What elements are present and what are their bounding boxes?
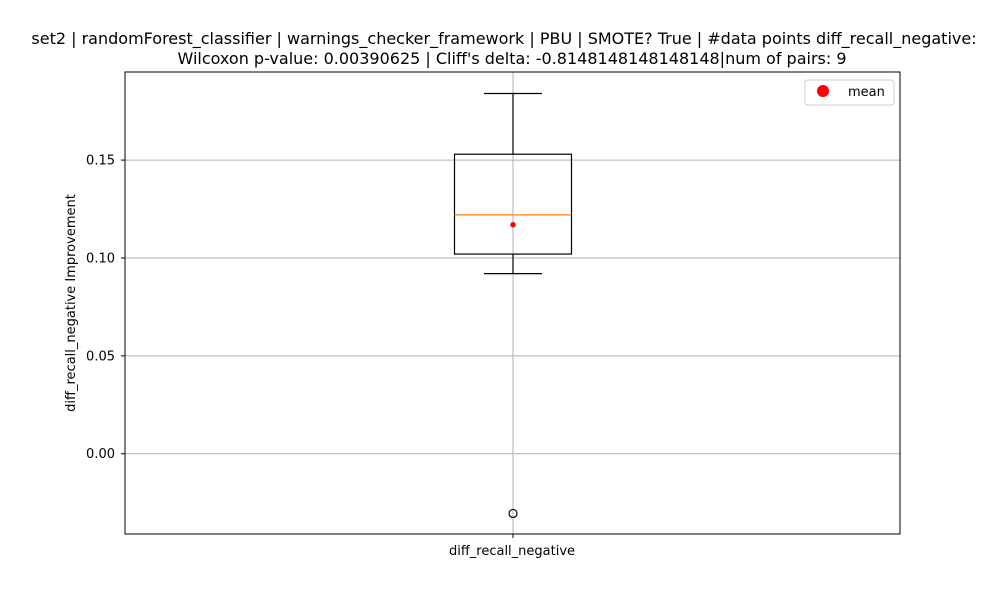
plot-area [453, 92, 573, 519]
axis-ticks: 0.00 0.05 0.10 0.15 diff_recall_negative [86, 154, 575, 559]
outlier-point [508, 508, 518, 519]
legend-mean-label: mean [848, 85, 885, 100]
x-tick-label: diff_recall_negative [449, 544, 575, 559]
iqr-box [453, 153, 573, 255]
chart-title-line-2: Wilcoxon p-value: 0.00390625 | Cliff's d… [177, 49, 846, 68]
y-tick-label: 0.15 [86, 154, 115, 169]
chart-title-line-1: set2 | randomForest_classifier | warning… [31, 29, 976, 49]
legend-frame [804, 79, 895, 106]
mean-marker [510, 221, 516, 228]
y-tick-label: 0.00 [86, 447, 115, 462]
y-tick-label: 0.10 [86, 251, 115, 266]
y-tick-label: 0.05 [86, 349, 115, 364]
legend: mean [804, 79, 895, 106]
y-axis-label: diff_recall_negative Improvement [64, 194, 79, 412]
legend-mean-marker [817, 85, 829, 97]
